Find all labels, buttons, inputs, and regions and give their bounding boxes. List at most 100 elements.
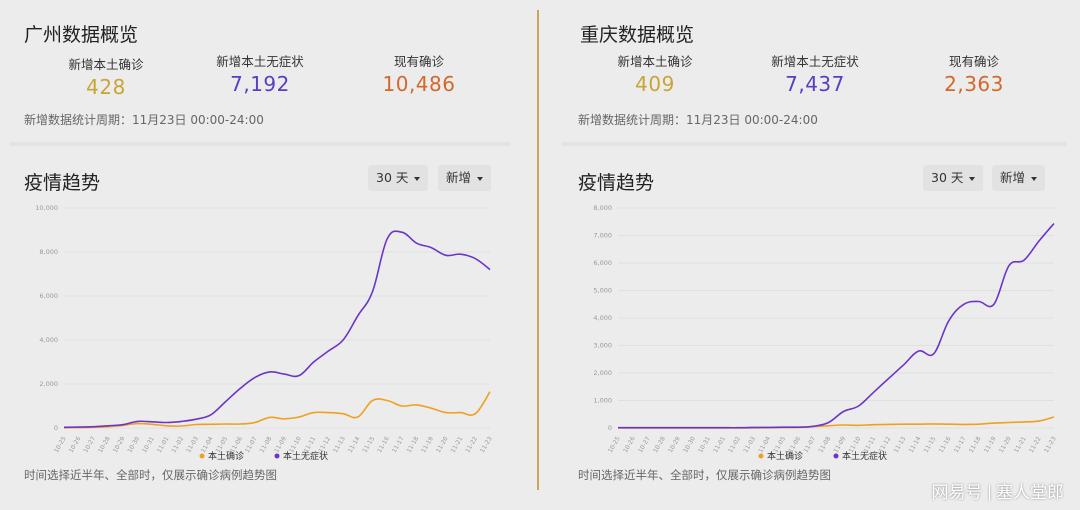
period-text: 新增数据统计周期：11月23日 00:00-24:00 <box>24 113 264 127</box>
chevron-down-icon <box>477 176 484 181</box>
range-dropdown[interactable]: 30 天 <box>368 165 429 191</box>
stat-new-asymptomatic: 新增本土无症状 7,437 <box>745 51 885 96</box>
watermark: 网易号 塞人堂郎 <box>932 478 1065 503</box>
x-tick-label: 11-03 <box>185 435 200 454</box>
legend-marker <box>758 453 764 459</box>
x-tick-label: 11-08 <box>817 435 832 454</box>
x-tick-label: 11-18 <box>968 435 983 454</box>
legend-marker <box>274 453 280 459</box>
guangzhou-panel: 广州数据概览 新增本土确诊 428 新增本土无症状 7,192 现有确诊 10,… <box>10 24 510 482</box>
y-tick-label: 1,000 <box>593 397 612 405</box>
x-tick-label: 11-19 <box>420 435 435 454</box>
x-tick-label: 10-29 <box>112 435 127 454</box>
x-tick-label: 11-02 <box>727 435 742 454</box>
x-tick-label: 11-01 <box>712 435 727 454</box>
stat-value: 2,363 <box>944 72 1004 96</box>
x-tick-label: 11-13 <box>893 435 908 454</box>
x-tick-label: 11-13 <box>332 435 347 454</box>
y-tick-label: 3,000 <box>593 342 612 350</box>
panel-title: 重庆数据概览 <box>580 24 695 46</box>
chart-note: 时间选择近半年、全部时，仅展示确诊病例趋势图 <box>24 468 277 482</box>
chart-note: 时间选择近半年、全部时，仅展示确诊病例趋势图 <box>578 468 831 482</box>
y-tick-label: 7,000 <box>593 232 612 240</box>
legend-label: 本土无症状 <box>283 450 328 462</box>
range-dropdown[interactable]: 30 天 <box>923 165 984 191</box>
x-tick-label: 11-18 <box>406 435 421 454</box>
series-line-asymptomatic <box>618 222 1055 429</box>
x-tick-label: 11-20 <box>998 435 1013 454</box>
stat-value: 409 <box>635 72 675 96</box>
x-tick-label: 10-28 <box>97 435 112 454</box>
y-tick-label: 2,000 <box>593 369 612 377</box>
x-tick-label: 11-15 <box>361 435 376 454</box>
y-tick-label: 4,000 <box>593 314 612 322</box>
stat-value: 428 <box>86 75 126 99</box>
x-tick-label: 11-01 <box>156 435 171 454</box>
x-tick-label: 11-07 <box>802 435 817 454</box>
y-tick-label: 6,000 <box>593 259 612 267</box>
x-tick-label: 11-07 <box>244 435 259 454</box>
x-tick-label: 11-16 <box>376 435 391 454</box>
x-tick-label: 11-17 <box>953 435 968 454</box>
y-tick-label: 10,000 <box>35 204 58 212</box>
stat-label: 现有确诊 <box>948 54 999 69</box>
y-tick-label: 0 <box>608 424 612 432</box>
x-tick-label: 10-30 <box>682 435 697 454</box>
x-tick-label: 11-02 <box>170 435 185 454</box>
x-tick-label: 11-20 <box>435 435 450 454</box>
period-text: 新增数据统计周期：11月23日 00:00-24:00 <box>578 113 818 127</box>
stat-new-asymptomatic: 新增本土无症状 7,192 <box>190 51 330 96</box>
stat-new-confirmed: 新增本土确诊 409 <box>585 51 725 96</box>
chongqing-panel: 重庆数据概览 新增本土确诊 409 新增本土无症状 7,437 现有确诊 2,3… <box>540 0 1080 510</box>
stat-new-confirmed: 新增本土确诊 428 <box>36 54 176 99</box>
x-tick-label: 10-26 <box>622 435 637 454</box>
stat-label: 新增本土确诊 <box>617 54 693 69</box>
x-tick-label: 10-25 <box>53 435 68 454</box>
x-tick-label: 11-14 <box>347 435 362 454</box>
stat-label: 新增本土无症状 <box>771 54 859 69</box>
trend-title: 疫情趋势 <box>578 172 655 194</box>
trend-chart: 0 1,000 2,000 3,000 4,000 5,000 6,000 7,000 8,00… <box>593 204 1058 462</box>
trend-title: 疫情趋势 <box>24 172 101 194</box>
x-tick-label: 11-17 <box>391 435 406 454</box>
x-tick-label: 11-19 <box>983 435 998 454</box>
x-tick-label: 11-03 <box>742 435 757 454</box>
section-separator <box>562 142 1067 146</box>
chevron-down-icon <box>1031 176 1038 181</box>
x-tick-label: 10-31 <box>141 435 156 454</box>
x-tick-label: 10-29 <box>667 435 682 454</box>
x-tick-label: 11-23 <box>1043 435 1058 454</box>
section-separator <box>10 142 510 146</box>
y-tick-label: 8,000 <box>39 248 58 256</box>
panel-divider <box>537 10 539 490</box>
stat-value: 7,437 <box>785 72 845 96</box>
chevron-down-icon <box>414 176 421 181</box>
legend-marker <box>199 453 205 459</box>
panel-title: 广州数据概览 <box>24 24 139 46</box>
stat-value: 10,486 <box>382 72 456 96</box>
mode-dropdown-label: 新增 <box>1000 170 1026 185</box>
x-tick-label: 10-27 <box>82 435 97 454</box>
x-tick-label: 11-16 <box>938 435 953 454</box>
x-tick-label: 11-08 <box>259 435 274 454</box>
y-tick-label: 6,000 <box>39 292 58 300</box>
stat-label: 现有确诊 <box>393 54 444 69</box>
x-tick-label: 11-15 <box>923 435 938 454</box>
stat-label: 新增本土确诊 <box>68 57 144 72</box>
chevron-down-icon <box>969 176 976 181</box>
stat-value: 7,192 <box>230 72 290 96</box>
series-line-confirmed <box>63 391 491 429</box>
x-tick-label: 11-21 <box>450 435 465 454</box>
stat-label: 新增本土无症状 <box>216 54 304 69</box>
x-tick-label: 11-21 <box>1013 435 1028 454</box>
x-tick-label: 11-22 <box>464 435 479 454</box>
mode-dropdown[interactable]: 新增 <box>992 165 1046 191</box>
x-tick-label: 10-31 <box>697 435 712 454</box>
legend-label: 本土确诊 <box>767 450 803 462</box>
watermark-author: 塞人堂郎 <box>996 483 1064 503</box>
legend-marker <box>833 453 839 459</box>
mode-dropdown[interactable]: 新增 <box>438 165 492 191</box>
y-tick-label: 0 <box>54 424 58 432</box>
x-tick-label: 10-26 <box>68 435 83 454</box>
